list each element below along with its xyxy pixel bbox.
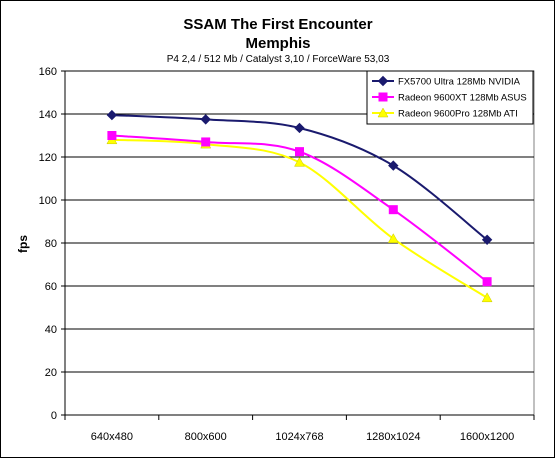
x-tick-label: 1024x768 — [275, 431, 323, 443]
legend-marker-0 — [377, 75, 389, 87]
data-point-s1-0 — [107, 131, 117, 140]
legend-entry-1: Radeon 9600XT 128Mb ASUS — [398, 93, 527, 104]
y-tick-label: 100 — [39, 195, 57, 207]
y-tick-label: 120 — [39, 152, 57, 164]
data-point-s0-4 — [481, 234, 493, 245]
y-tick-label: 0 — [51, 410, 57, 422]
y-tick-label: 140 — [39, 109, 57, 121]
legend-marker-1 — [378, 92, 388, 102]
data-point-s1-2 — [295, 147, 304, 157]
x-tick-label: 800x600 — [185, 431, 227, 443]
y-tick-label: 40 — [45, 324, 57, 336]
data-point-s0-0 — [106, 109, 118, 121]
legend-marker-2 — [377, 107, 389, 118]
y-tick-label: 160 — [39, 66, 57, 78]
plot-area: 0 20 40 60 80 100 120 140 160 640x480 800x600 1024x… — [39, 66, 535, 443]
data-point-s1-4 — [482, 277, 492, 287]
legend-entry-0: FX5700 Ultra 128Mb NVIDIA — [398, 77, 521, 88]
y-tick-label: 20 — [45, 367, 57, 379]
chart-title: SSAM The First Encounter — [183, 16, 372, 33]
legend: FX5700 Ultra 128Mb NVIDIA Radeon 9600XT 1… — [366, 70, 534, 125]
y-tick-label: 60 — [45, 281, 57, 293]
data-point-s1-3 — [388, 205, 398, 215]
data-point-s1-1 — [201, 137, 211, 147]
legend-entry-2: Radeon 9600Pro 128Mb ATI — [398, 109, 518, 120]
y-tick-label: 80 — [45, 238, 57, 250]
data-point-s2-2 — [294, 156, 305, 167]
legend-box — [366, 70, 534, 125]
data-point-s0-3 — [388, 160, 399, 171]
x-tick-label: 640x480 — [91, 431, 133, 443]
data-point-s2-3 — [387, 233, 399, 243]
x-tick-label: 1600x1200 — [460, 431, 514, 443]
data-point-s2-4 — [481, 292, 493, 303]
chart-subtitle: P4 2,4 / 512 Mb / Catalyst 3,10 / ForceW… — [167, 54, 390, 65]
data-point-s0-1 — [200, 114, 211, 125]
chart-title-line2: Memphis — [245, 35, 310, 52]
x-tick-label: 1280x1024 — [366, 431, 420, 443]
y-axis-label: fps — [16, 235, 30, 253]
data-point-s0-2 — [294, 122, 305, 134]
